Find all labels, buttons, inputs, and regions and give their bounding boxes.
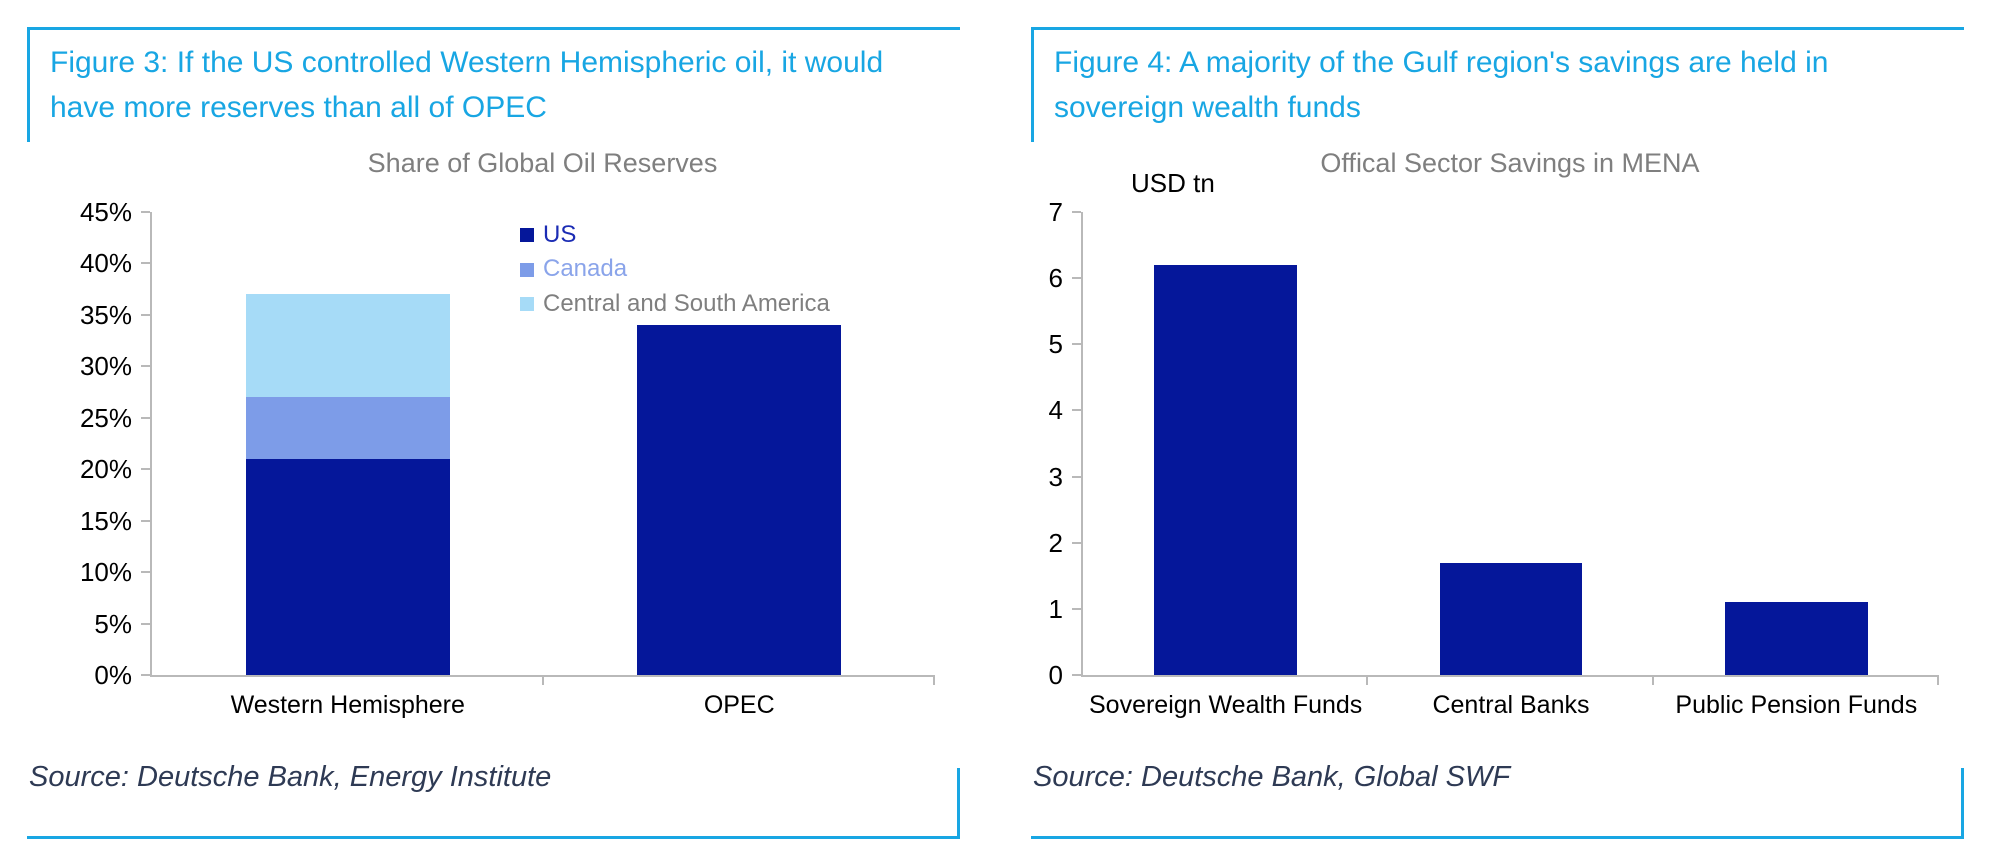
y-tick-mark xyxy=(141,211,150,213)
plot-area: 0% 5% 10% 15% 20% 25% 30% 35% 40% 45% Western Hemi… xyxy=(80,199,935,719)
y-tick-mark xyxy=(141,622,150,625)
figure4-title: Figure 4: A majority of the Gulf region'… xyxy=(1031,27,1964,142)
legend-item: Central and South America xyxy=(520,289,830,317)
figure4-chart: Offical Sector Savings in MENA USD tn 0 1 2 3… xyxy=(1031,142,1964,757)
x-tick-mark xyxy=(1366,675,1369,685)
figure4-source: Source: Deutsche Bank, Global SWF xyxy=(1033,761,1511,793)
y-tick-mark xyxy=(1072,475,1081,478)
bar-segment xyxy=(1725,602,1868,675)
chart-title: Offical Sector Savings in MENA xyxy=(1320,148,1700,178)
legend-item: Canada xyxy=(520,255,830,283)
y-tick-label: 5% xyxy=(94,608,132,639)
legend-label: Central and South America xyxy=(543,289,830,317)
bar-segment xyxy=(245,294,450,398)
y-tick-mark xyxy=(141,571,150,574)
x-category-label: Sovereign Wealth Funds xyxy=(1089,691,1363,719)
figure3-source: Source: Deutsche Bank, Energy Institute xyxy=(29,761,552,793)
y-tick-mark xyxy=(1072,541,1081,544)
y-tick-label: 6 xyxy=(1048,263,1063,294)
bar-segment xyxy=(1154,264,1297,675)
x-category-label: Western Hemisphere xyxy=(230,691,465,719)
legend-swatch xyxy=(520,262,534,277)
y-tick-label: 35% xyxy=(79,299,132,330)
y-tick-label: 30% xyxy=(79,351,132,382)
y-tick-mark xyxy=(1072,674,1081,676)
legend-item: US xyxy=(520,221,830,248)
y-tick-label: 0 xyxy=(1048,660,1063,690)
legend-swatch xyxy=(520,296,534,311)
y-tick-label: 4 xyxy=(1048,395,1063,426)
y-tick-label: 40% xyxy=(79,248,132,279)
y-tick-mark xyxy=(141,262,150,265)
y-tick-label: 25% xyxy=(79,402,132,433)
bar-segment xyxy=(1439,562,1583,675)
y-tick-mark xyxy=(1072,277,1081,280)
y-tick-label: 7 xyxy=(1048,197,1063,227)
x-tick-mark xyxy=(1651,675,1654,685)
figure3-panel: Figure 3: If the US controlled Western H… xyxy=(27,27,960,839)
figure3-title: Figure 3: If the US controlled Western H… xyxy=(27,27,960,142)
figure4-source-box: Source: Deutsche Bank, Global SWF xyxy=(1031,757,1964,839)
y-tick-mark xyxy=(1072,409,1081,412)
figure4-panel: Figure 4: A majority of the Gulf region'… xyxy=(1031,27,1964,839)
y-tick-label: 5 xyxy=(1048,329,1063,360)
y-tick-label: 2 xyxy=(1048,527,1063,558)
x-tick-mark xyxy=(933,675,935,685)
x-category-label: Public Pension Funds xyxy=(1675,691,1918,719)
y-tick-mark xyxy=(141,416,150,419)
bar-segment xyxy=(245,397,450,459)
x-category-label: OPEC xyxy=(703,691,775,719)
y-tick-mark xyxy=(1072,211,1081,213)
legend-swatch xyxy=(520,228,534,243)
y-tick-label: 1 xyxy=(1048,593,1063,624)
y-tick-mark xyxy=(141,519,150,522)
y-tick-mark xyxy=(1072,343,1081,346)
y-tick-mark xyxy=(141,674,150,676)
y-tick-label: 0% xyxy=(94,660,132,690)
legend-label: Canada xyxy=(543,255,628,283)
y-tick-label: 10% xyxy=(79,557,132,588)
y-tick-mark xyxy=(141,468,150,471)
y-tick-label: 45% xyxy=(79,197,132,227)
y-tick-label: 3 xyxy=(1048,461,1063,492)
y-tick-mark xyxy=(1072,607,1081,610)
y-tick-label: 20% xyxy=(79,454,132,485)
bar-segment xyxy=(637,325,842,675)
y-axis-unit-label: USD tn xyxy=(1131,168,1215,198)
legend: US Canada Central and South America xyxy=(520,221,830,325)
x-tick-mark xyxy=(1937,675,1939,685)
y-tick-label: 15% xyxy=(79,505,132,536)
y-tick-mark xyxy=(141,313,150,316)
bar-segment xyxy=(245,458,450,675)
plot-area: USD tn 0 1 2 3 4 5 6 7 Sovereign Wealth Funds Cent… xyxy=(1049,168,1939,719)
chart-title: Share of Global Oil Reserves xyxy=(367,148,718,178)
y-tick-mark xyxy=(141,365,150,368)
figure3-chart: Share of Global Oil Reserves 0% 5% 10% 15% 20… xyxy=(27,142,960,757)
x-tick-mark xyxy=(541,675,544,685)
figure3-source-box: Source: Deutsche Bank, Energy Institute xyxy=(27,757,960,839)
legend-label: US xyxy=(543,221,577,248)
x-category-label: Central Banks xyxy=(1432,691,1590,719)
